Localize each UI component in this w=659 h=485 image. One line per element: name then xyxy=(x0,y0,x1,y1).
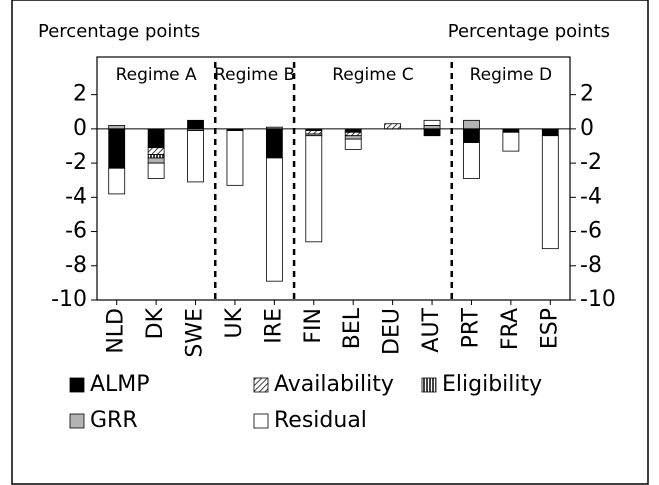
bar-segment xyxy=(541,135,559,250)
bar-segment xyxy=(463,142,480,179)
y-tick-label: -4 xyxy=(65,184,87,209)
bar-segment xyxy=(305,135,323,243)
y2-tick-label: -10 xyxy=(580,287,616,312)
bar-segment xyxy=(147,128,165,149)
y-tick-label: 2 xyxy=(73,82,87,107)
frame xyxy=(11,0,649,485)
bar-segment xyxy=(423,128,441,137)
bar-segment xyxy=(147,162,165,179)
x-tick-label: DK xyxy=(143,307,168,339)
bar-segment xyxy=(187,130,204,183)
bar-segment xyxy=(226,130,244,186)
y-tick-label: -2 xyxy=(65,150,87,175)
x-tick-label: PRT xyxy=(458,307,483,348)
bar-segment xyxy=(265,128,283,159)
y-tick-label: -10 xyxy=(51,287,87,312)
bar-segment xyxy=(187,119,204,130)
legend-label: Availability xyxy=(274,372,394,397)
bar-segment xyxy=(344,138,362,150)
x-tick-label: FIN xyxy=(301,308,326,344)
y-label: Percentage points xyxy=(38,21,200,42)
bar-segment xyxy=(147,154,165,159)
bar-segment xyxy=(423,119,441,126)
bar-segment xyxy=(344,135,362,140)
legend-swatch xyxy=(421,377,437,393)
plot-frame xyxy=(96,56,571,301)
y2-label: Percentage points xyxy=(448,21,610,42)
bar-segment xyxy=(265,157,283,282)
y2-tick-label: -8 xyxy=(580,253,602,278)
bar-segment xyxy=(344,131,362,137)
regime-label: Regime C xyxy=(332,65,413,85)
legend-label: ALMP xyxy=(90,372,150,397)
legend-swatch xyxy=(69,413,85,429)
y2-tick-label: -4 xyxy=(580,184,602,209)
y2-tick-label: 0 xyxy=(580,116,594,141)
legend-label: Eligibility xyxy=(442,372,542,397)
legend-swatch xyxy=(69,377,85,393)
bar-segment xyxy=(541,128,559,137)
legend-swatch xyxy=(253,377,269,393)
legend-label: GRR xyxy=(90,408,138,433)
y-tick-label: -6 xyxy=(65,219,87,244)
x-tick-label: NLD xyxy=(104,308,129,354)
x-tick-label: DEU xyxy=(380,308,405,355)
bar-segment xyxy=(463,128,480,143)
x-tick-label: ESP xyxy=(537,308,562,349)
bar-segment xyxy=(502,128,520,133)
bar-segment xyxy=(384,123,402,130)
bar-segment xyxy=(305,130,323,135)
bar-segment xyxy=(108,128,126,169)
y-tick-label: 0 xyxy=(73,116,87,141)
bar-segment xyxy=(147,157,165,164)
legend-swatch xyxy=(253,413,269,429)
bar-segment xyxy=(108,167,126,195)
x-tick-label: BEL xyxy=(340,307,365,349)
x-tick-label: FRA xyxy=(498,308,523,350)
y-tick-label: -8 xyxy=(65,253,87,278)
x-tick-label: IRE xyxy=(261,308,286,344)
regime-label: Regime A xyxy=(116,65,197,85)
bar-segment xyxy=(463,119,480,130)
y2-tick-label: 2 xyxy=(580,82,594,107)
x-tick-label: SWE xyxy=(183,308,208,358)
y2-tick-label: -2 xyxy=(580,150,602,175)
bar-segment xyxy=(344,128,362,133)
x-tick-label: UK xyxy=(222,307,247,338)
legend-label: Residual xyxy=(274,408,367,433)
bar-segment xyxy=(423,125,441,130)
bar-segment xyxy=(108,125,126,130)
x-tick-label: AUT xyxy=(419,307,444,352)
regime-label: Regime D xyxy=(470,65,553,85)
bar-segment xyxy=(147,147,165,155)
y2-tick-label: -6 xyxy=(580,219,602,244)
regime-label: Regime B xyxy=(214,65,295,85)
bar-segment xyxy=(502,131,520,152)
